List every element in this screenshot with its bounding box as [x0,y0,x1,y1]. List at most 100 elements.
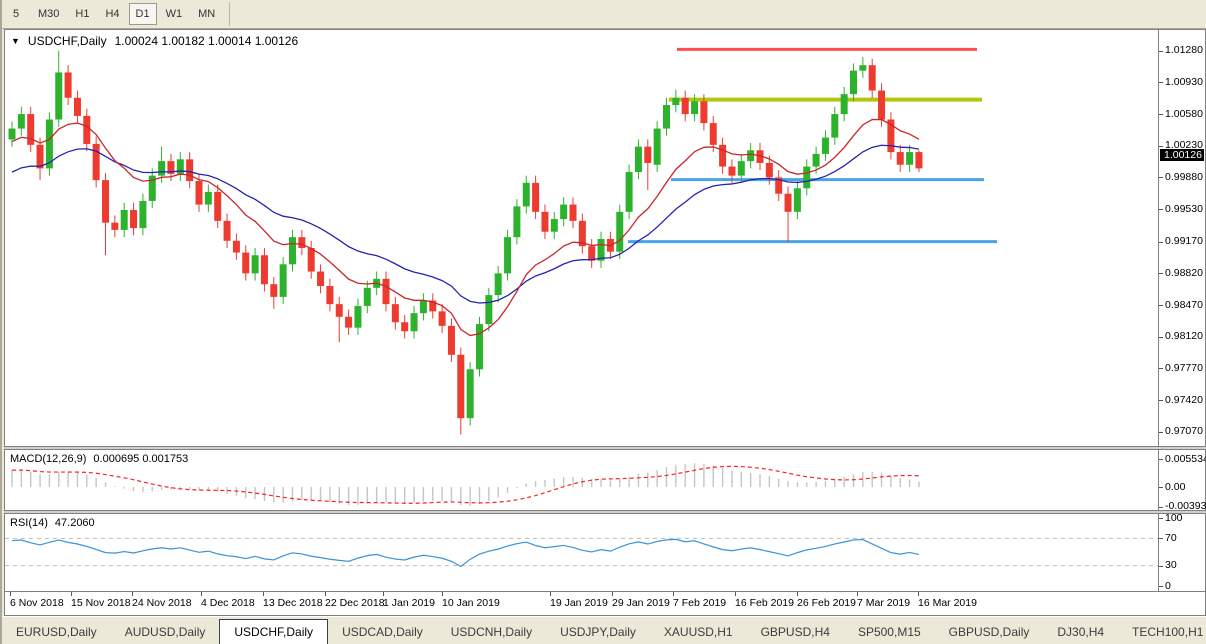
scale-tick [1159,177,1163,178]
macd-scale: 0.005534 0.00 -0.00393 [1159,450,1206,512]
macd-panel: MACD(12,26,9) 0.000695 0.001753 0.005534… [4,449,1206,512]
scale-tick-label: 100 [1165,512,1183,524]
timeframe-button-5[interactable]: 5 [12,8,20,20]
symbol-dropdown-icon[interactable]: ▼ [11,36,20,46]
scale-tick [1159,432,1163,433]
date-label: 7 Feb 2019 [673,597,727,609]
scale-tick [1159,305,1163,306]
date-tick [442,592,443,596]
rsi-name: RSI(14) [10,517,48,529]
date-label: 1 Jan 2019 [383,597,435,609]
timeframe-button-M30[interactable]: M30 [38,8,60,20]
scale-tick-label: 1.01280 [1165,44,1203,56]
tab-eurusd-daily[interactable]: EURUSD,Daily [16,624,97,639]
price-chart-plot[interactable]: ▼ USDCHF,Daily 1.00024 1.00182 1.00014 1… [5,30,1159,446]
date-tick [201,592,202,596]
date-label: 26 Feb 2019 [797,597,856,609]
chart-tab-bar: EURUSD,Daily AUDUSD,Daily USDCHF,Daily USDC… [2,616,1206,644]
chart-title: ▼ USDCHF,Daily 1.00024 1.00182 1.00014 1… [11,34,298,48]
scale-tick [1159,368,1163,369]
rsi-plot[interactable]: RSI(14) 47.2060 [5,514,1159,591]
tab-sp500-m15[interactable]: SP500,M15 [857,624,921,639]
scale-tick [1159,566,1163,567]
macd-label: MACD(12,26,9) 0.000695 0.001753 [10,453,188,465]
timeframe-toolbar: 5 M30 H1 H4 D1 W1 MN [2,0,1206,29]
scale-tick [1159,586,1163,587]
scale-tick [1159,82,1163,83]
scale-tick-label: 70 [1165,532,1177,544]
tab-usdcad-daily[interactable]: USDCAD,Daily [342,624,423,639]
tab-usdjpy-daily[interactable]: USDJPY,Daily [560,624,636,639]
scale-tick-label: 0.98820 [1165,267,1203,279]
scale-tick [1159,518,1163,519]
date-tick [263,592,264,596]
date-tick [673,592,674,596]
date-tick [918,592,919,596]
panel-separator[interactable] [4,511,1206,513]
date-tick [857,592,858,596]
tab-usdcnh-daily[interactable]: USDCNH,Daily [450,624,533,639]
tab-xauusd-h1[interactable]: XAUUSD,H1 [663,624,733,639]
date-label: 22 Dec 2018 [325,597,385,609]
rsi-value: 47.2060 [54,517,95,529]
panel-separator[interactable] [4,447,1206,449]
scale-tick-label: 0.99530 [1165,203,1203,215]
scale-tick-label: -0.00393 [1165,500,1206,512]
date-label: 24 Nov 2018 [132,597,192,609]
scale-tick-label: 0.99880 [1165,171,1203,183]
scale-tick-label: 0.00 [1165,481,1186,493]
toolbar-separator [229,2,231,26]
scale-tick [1159,538,1163,539]
date-label: 4 Dec 2018 [201,597,255,609]
scale-tick-label: 0.98470 [1165,299,1203,311]
tab-dj30-h4[interactable]: DJ30,H4 [1057,624,1105,639]
date-label: 16 Feb 2019 [735,597,794,609]
scale-tick [1159,337,1163,338]
timeframe-button-H1[interactable]: H1 [75,8,90,20]
date-label: 19 Jan 2019 [550,597,608,609]
tab-tech100-h1[interactable]: TECH100,H1 [1132,624,1204,639]
date-tick [612,592,613,596]
scale-tick [1159,459,1163,460]
price-chart-panel: ▼ USDCHF,Daily 1.00024 1.00182 1.00014 1… [4,29,1206,447]
scale-tick-label: 1.00580 [1165,108,1203,120]
date-label: 15 Nov 2018 [71,597,131,609]
chart-symbol-label: USDCHF,Daily [27,34,107,48]
scale-tick-label: 30 [1165,559,1177,571]
date-label: 29 Jan 2019 [612,597,670,609]
scale-tick [1159,400,1163,401]
date-label: 13 Dec 2018 [263,597,323,609]
scale-tick [1159,273,1163,274]
timeframe-button-W1[interactable]: W1 [165,8,183,20]
chart-ohlc-values: 1.00024 1.00182 1.00014 1.00126 [114,34,299,48]
price-scale: 1.01280 1.00930 1.00580 1.00230 0.99880 0.995… [1159,30,1205,446]
rsi-label: RSI(14) 47.2060 [10,517,95,529]
date-tick [383,592,384,596]
date-tick [71,592,72,596]
scale-tick [1159,507,1163,508]
tab-gbpusd-h4[interactable]: GBPUSD,H4 [760,624,830,639]
scale-tick [1159,242,1163,243]
tab-gbpusd-daily[interactable]: GBPUSD,Daily [948,624,1030,639]
scale-tick-label: 1.00930 [1165,76,1203,88]
timeframe-button-MN[interactable]: MN [198,8,216,20]
date-tick [325,592,326,596]
date-axis[interactable]: 6 Nov 2018 15 Nov 2018 24 Nov 2018 4 Dec 20… [4,592,1206,616]
macd-name: MACD(12,26,9) [10,453,87,465]
timeframe-button-D1[interactable]: D1 [128,3,157,25]
timeframe-button-H4[interactable]: H4 [105,8,120,20]
date-tick [132,592,133,596]
macd-plot[interactable]: MACD(12,26,9) 0.000695 0.001753 [5,450,1159,510]
date-label: 10 Jan 2019 [442,597,500,609]
tab-audusd-daily[interactable]: AUDUSD,Daily [124,624,206,639]
scale-tick-label: 0.97770 [1165,362,1203,374]
date-tick [10,592,11,596]
scale-tick [1159,487,1163,488]
scale-tick-label: 0.99170 [1165,235,1203,247]
rsi-scale: 100 70 30 0 [1159,512,1205,592]
scale-tick-label: 0 [1165,580,1171,592]
scale-tick-label: 1.00230 [1165,139,1203,151]
date-tick [550,592,551,596]
tab-usdchf-daily[interactable]: USDCHF,Daily [219,619,329,644]
